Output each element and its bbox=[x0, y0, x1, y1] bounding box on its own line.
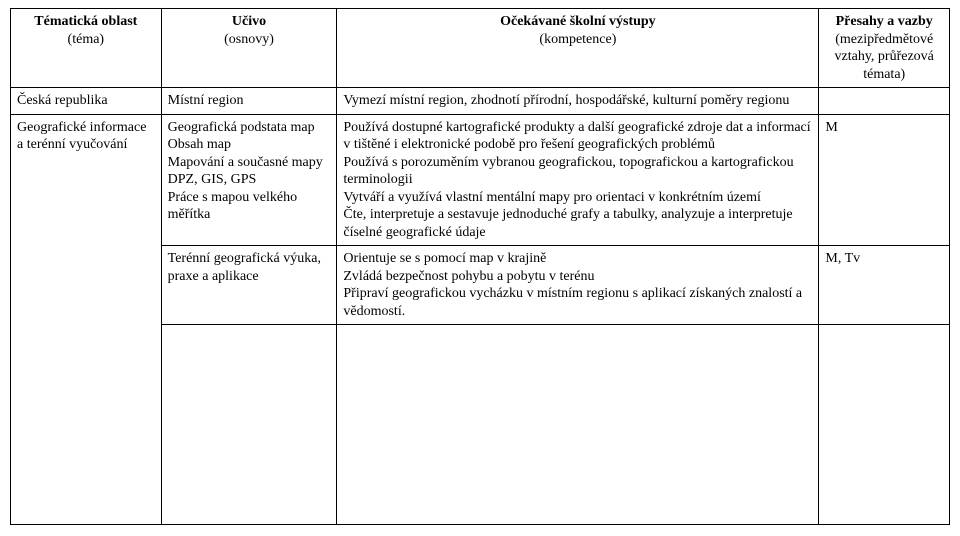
header-subject-line1: Učivo bbox=[168, 13, 331, 31]
cell-outcome: Vymezí místní region, zhodnotí přírodní,… bbox=[337, 88, 819, 115]
header-row: Tématická oblast (téma) Učivo (osnovy) O… bbox=[11, 9, 950, 88]
cell-subject: Místní region bbox=[161, 88, 337, 115]
cell-topic: Geografické informace a terénní vyučován… bbox=[11, 114, 162, 525]
header-outcome-line1: Očekávané školní výstupy bbox=[343, 13, 812, 31]
header-outcome-line2: (kompetence) bbox=[343, 31, 812, 49]
header-cross-line4: témata) bbox=[825, 66, 943, 84]
cell-cross-empty bbox=[819, 325, 950, 525]
header-topic-line1: Tématická oblast bbox=[17, 13, 155, 31]
page: Tématická oblast (téma) Učivo (osnovy) O… bbox=[0, 0, 960, 533]
cell-outcome: Používá dostupné kartografické produkty … bbox=[337, 114, 819, 246]
header-subject: Učivo (osnovy) bbox=[161, 9, 337, 88]
header-topic: Tématická oblast (téma) bbox=[11, 9, 162, 88]
header-cross: Přesahy a vazby (mezipředmětové vztahy, … bbox=[819, 9, 950, 88]
header-cross-line2: (mezipředmětové bbox=[825, 31, 943, 49]
table-row: Česká republika Místní region Vymezí mís… bbox=[11, 88, 950, 115]
curriculum-table: Tématická oblast (téma) Učivo (osnovy) O… bbox=[10, 8, 950, 525]
cell-subject: Geografická podstata mapObsah mapMapován… bbox=[161, 114, 337, 246]
header-cross-line3: vztahy, průřezová bbox=[825, 48, 943, 66]
header-cross-line1: Přesahy a vazby bbox=[825, 13, 943, 31]
cell-cross: M bbox=[819, 114, 950, 246]
cell-topic: Česká republika bbox=[11, 88, 162, 115]
table-row: Geografické informace a terénní vyučován… bbox=[11, 114, 950, 246]
cell-subject: Terénní geografická výuka, praxe a aplik… bbox=[161, 246, 337, 325]
cell-subject-empty bbox=[161, 325, 337, 525]
cell-outcome: Orientuje se s pomocí map v krajiněZvlád… bbox=[337, 246, 819, 325]
header-subject-line2: (osnovy) bbox=[168, 31, 331, 49]
cell-cross: M, Tv bbox=[819, 246, 950, 325]
header-outcome: Očekávané školní výstupy (kompetence) bbox=[337, 9, 819, 88]
cell-cross bbox=[819, 88, 950, 115]
cell-outcome-empty bbox=[337, 325, 819, 525]
header-topic-line2: (téma) bbox=[17, 31, 155, 49]
